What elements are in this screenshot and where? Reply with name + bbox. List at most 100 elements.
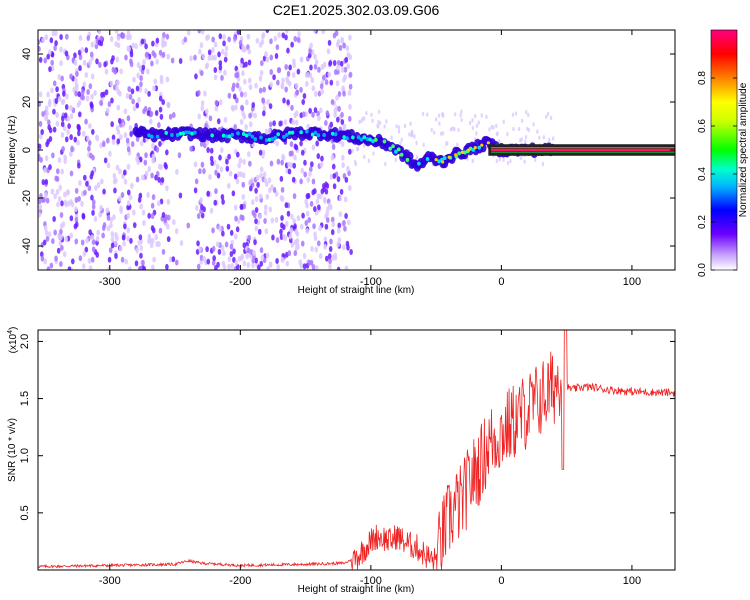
spectrogram-speckle: [240, 57, 244, 64]
spectrogram-speckle: [130, 88, 135, 95]
spectrogram-speckle: [208, 115, 213, 122]
spectrogram-speckle: [151, 227, 156, 234]
snr-y-label: SNR (10 * v/v): [7, 418, 18, 482]
snr-series-line: [38, 330, 675, 570]
spectrogram-speckle: [313, 206, 317, 213]
spectrogram-speckle: [254, 218, 258, 225]
spectrogram-speckle: [76, 139, 80, 146]
spectrogram-speckle: [87, 257, 92, 264]
spectrogram-speckle: [339, 188, 344, 195]
spectrogram-speckle: [197, 113, 201, 120]
spectrogram-speckle: [163, 162, 168, 169]
spectrogram-speckle: [118, 195, 122, 202]
spectrogram-speckle: [211, 259, 216, 266]
spectrogram-ridge-core: [437, 159, 441, 164]
spectrogram-speckle: [320, 64, 325, 71]
spectrogram-speckle: [197, 30, 202, 34]
spectrogram-speckle: [340, 141, 345, 148]
spectrogram-speckle: [299, 140, 303, 147]
spectrogram-speckle: [238, 39, 243, 46]
spectrogram-speckle: [197, 90, 201, 97]
spectrogram-speckle: [319, 107, 323, 114]
spectrogram-speckle: [242, 242, 247, 249]
spectrogram-speckle: [207, 49, 212, 56]
spectrogram-speckle: [257, 228, 262, 235]
spectrogram-speckle: [270, 184, 274, 191]
spectrogram-speckle: [218, 33, 223, 40]
spectrogram-speckle: [55, 188, 60, 195]
spectrogram-speckle: [41, 37, 45, 44]
spectrogram-speckle: [91, 128, 95, 135]
spectrogram-speckle: [346, 165, 350, 172]
spectrogram-speckle: [335, 94, 339, 101]
spectrogram-speckle: [221, 198, 225, 205]
spectrogram-speckle: [363, 154, 366, 160]
spectrogram-speckle: [502, 119, 505, 124]
spectrogram-speckle: [432, 130, 436, 135]
spectrogram-speckle: [69, 215, 74, 222]
spectrogram-speckle: [210, 54, 215, 61]
spectrogram-ridge-peak: [460, 150, 464, 154]
spectrogram-ridge-core: [170, 133, 174, 138]
spectrogram-speckle: [131, 42, 135, 49]
spectrogram-speckle: [441, 111, 444, 117]
spectrogram-speckle: [129, 58, 133, 65]
spectrogram-speckle: [151, 143, 155, 150]
spectrogram-speckle: [341, 154, 345, 161]
spectrogram-speckle: [53, 229, 57, 236]
spectrogram-speckle: [199, 197, 203, 204]
spectrogram-speckle: [85, 237, 89, 244]
spectrogram-speckle: [331, 163, 336, 170]
spectrogram-ridge-core: [463, 150, 467, 155]
spectrogram-speckle: [281, 153, 285, 160]
spectrogram-speckle: [340, 118, 345, 125]
spectrogram-speckle: [327, 71, 332, 78]
spectrogram-speckle: [293, 35, 298, 42]
spectrogram-ridge-core: [457, 151, 461, 156]
spectrogram-speckle: [260, 254, 265, 261]
spectrogram-speckle: [519, 155, 523, 161]
spectrogram-speckle: [90, 93, 94, 100]
spectrogram-speckle: [302, 263, 307, 270]
spectrogram-speckle: [139, 203, 143, 210]
spectrogram-speckle: [329, 173, 334, 180]
spectrogram-speckle: [247, 77, 252, 84]
spectrogram-speckle: [126, 189, 131, 196]
spectrogram-speckle: [213, 74, 218, 81]
spectrogram-speckle: [488, 127, 491, 132]
spectrogram-ridge-core: [270, 136, 275, 141]
spectrogram-speckle: [263, 209, 268, 216]
spectrogram-speckle: [64, 236, 68, 243]
spectrogram-speckle: [456, 142, 459, 148]
spectrogram-speckle: [345, 45, 350, 52]
spectrogram-speckle: [165, 185, 169, 192]
spectrogram-speckle: [275, 237, 280, 244]
snr-scale-suffix: ): [8, 327, 19, 330]
spectrogram-speckle: [95, 58, 99, 65]
spectrogram-speckle: [226, 223, 231, 230]
spectrogram-speckle: [305, 210, 310, 217]
spectrogram-speckle: [129, 237, 133, 244]
spectrogram-speckle: [200, 161, 205, 168]
spectrogram-speckle: [141, 259, 145, 266]
spectrogram-speckle: [410, 130, 414, 135]
spectrogram-speckle: [301, 212, 305, 219]
spectrogram-speckle: [179, 239, 184, 246]
spectrogram-ridge-core: [241, 132, 246, 137]
spectrogram-ridge-core: [267, 137, 272, 142]
spectrogram-speckle: [250, 199, 255, 206]
spectrogram-ridge-core: [345, 136, 349, 141]
spectrogram-speckle: [329, 238, 333, 245]
spectrogram-speckle: [80, 46, 85, 53]
spectrogram-speckle: [194, 73, 198, 80]
spectrogram-speckle: [241, 70, 245, 77]
spectrogram-speckle: [236, 30, 241, 36]
spectrogram-ridge-core: [190, 131, 194, 136]
spectrogram-speckle: [73, 223, 78, 230]
spectrogram-speckle: [61, 145, 65, 152]
spectrogram-speckle: [126, 212, 131, 219]
spectrogram-speckle: [310, 77, 315, 84]
spectrogram-speckle: [119, 207, 123, 214]
spectrogram-ridge-core: [351, 135, 355, 140]
spectrogram-speckle: [40, 255, 45, 262]
